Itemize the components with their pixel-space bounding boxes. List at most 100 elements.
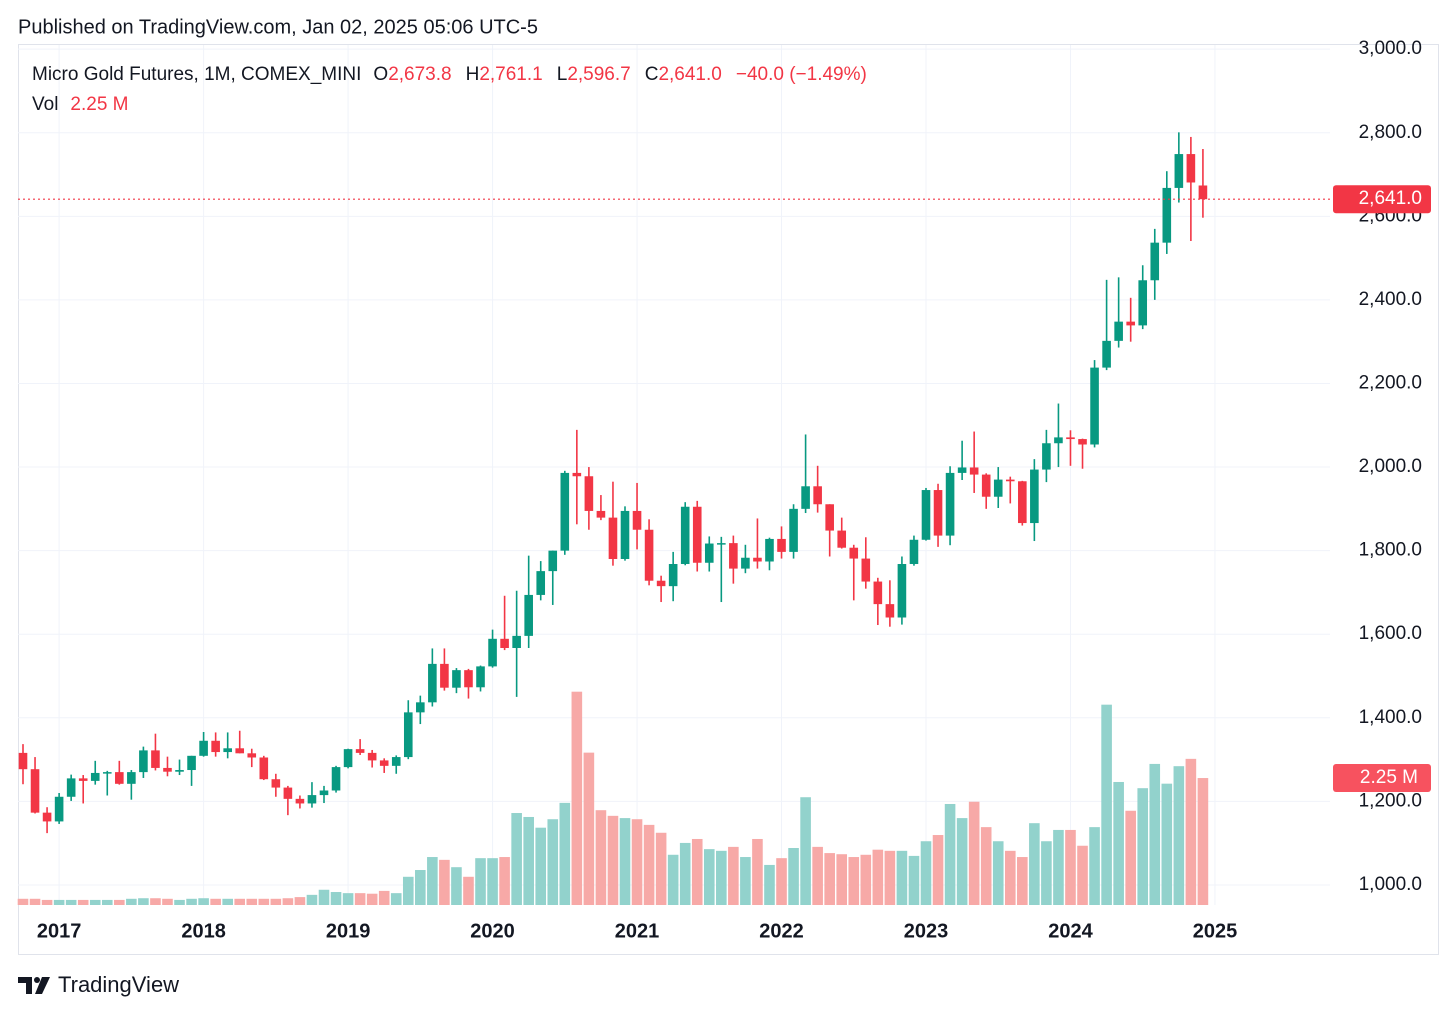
volume-bar (860, 854, 872, 905)
candle-body (873, 581, 883, 605)
candle-body (1018, 481, 1027, 524)
volume-bar (114, 899, 125, 905)
y-tick-label: 1,800.0 (1359, 540, 1422, 561)
legend-value: 2,596.7 (567, 64, 630, 85)
candle-body (717, 543, 726, 545)
candle-body (115, 772, 124, 784)
volume-bar (631, 819, 643, 905)
candle-body (777, 538, 786, 552)
candle-body (1078, 439, 1087, 445)
candle-body (729, 543, 738, 569)
y-tick-label: 2,800.0 (1359, 122, 1422, 143)
legend-value: 2,641.0 (658, 64, 721, 85)
candle-body (825, 504, 834, 531)
candle-body (765, 538, 774, 562)
legend: Micro Gold Futures, 1M, COMEX_MINI O2,673… (32, 64, 867, 85)
x-tick-label: 2025 (1193, 920, 1238, 942)
candle-body (127, 772, 136, 784)
candle-body (1174, 154, 1184, 188)
volume-bar (258, 898, 270, 905)
legend-value: 2,761.1 (479, 64, 542, 85)
candle-layer (18, 132, 1330, 834)
candle-body (753, 557, 762, 562)
volume-bar (800, 797, 811, 905)
volume-bar (210, 898, 221, 905)
candle-body (1138, 280, 1148, 326)
candle-body (741, 557, 750, 569)
volume-bar (872, 849, 884, 905)
candle-body (54, 796, 64, 822)
candle-body (632, 510, 642, 530)
candle-body (1114, 321, 1123, 341)
candle-body (416, 702, 425, 713)
volume-bar (812, 846, 823, 905)
candle-body (885, 604, 895, 618)
candle-body (1066, 437, 1075, 440)
candle-body (813, 486, 822, 505)
candle-body (18, 752, 28, 770)
volume-bar (463, 876, 474, 905)
volume-bar (667, 854, 679, 905)
x-tick-label: 2019 (326, 920, 371, 942)
candle-body (42, 812, 52, 822)
candle-body (90, 772, 100, 781)
volume-bar (246, 898, 258, 905)
footer-brand: TradingView (58, 972, 179, 997)
candle-body (1150, 242, 1160, 281)
candle-body (548, 550, 558, 572)
candle-body (692, 506, 702, 563)
y-tick-label: 1,600.0 (1359, 623, 1422, 644)
legend-key: O (373, 64, 388, 85)
legend-key: C (645, 64, 659, 85)
volume-bar (186, 898, 197, 905)
volume-bar (294, 897, 306, 905)
volume-bar (270, 898, 282, 905)
y-tick-label: 1,000.0 (1359, 874, 1422, 895)
volume-bar (740, 857, 751, 905)
volume-bar (1185, 758, 1197, 905)
candle-body (596, 510, 606, 518)
volume-bar (535, 827, 547, 905)
x-tick-label: 2017 (37, 920, 82, 942)
volume-bar (439, 859, 450, 905)
volume-bar (1161, 783, 1173, 905)
candle-body (704, 543, 714, 563)
volume-bar (716, 850, 727, 905)
volume-bar (162, 898, 173, 905)
candle-body (403, 712, 413, 758)
candle-body (343, 749, 353, 768)
candle-body (801, 486, 810, 509)
candle-body (367, 752, 377, 761)
candle-body (572, 472, 582, 477)
volume-bar (150, 898, 161, 905)
price-tag (1333, 185, 1431, 214)
candle-body (656, 580, 666, 587)
candle-body (211, 740, 220, 753)
volume-bar (1149, 763, 1161, 905)
volume-bar (475, 858, 486, 905)
volume-bar (53, 899, 65, 905)
candle-body (644, 529, 654, 581)
volume-bar (932, 835, 944, 905)
volume-bar (101, 899, 113, 905)
y-tick-label: 1,400.0 (1359, 707, 1422, 728)
volume-bar (138, 898, 149, 905)
volume-bar (306, 894, 318, 905)
candle-body (175, 770, 184, 772)
candle-body (897, 564, 907, 618)
candle-body (78, 778, 88, 781)
volume-bar (282, 898, 294, 905)
volume-bar (89, 899, 101, 905)
x-tick-label: 2023 (904, 920, 949, 942)
volume-bar (703, 849, 715, 905)
volume-tag-label: 2.25 M (1360, 767, 1418, 788)
volume-bar (1173, 766, 1185, 905)
candle-body (464, 670, 473, 688)
candle-body (283, 787, 293, 799)
volume-bar (764, 864, 775, 905)
legend-value: 2,673.8 (388, 64, 451, 85)
volume-bar (980, 827, 992, 905)
candle-body (921, 490, 931, 540)
volume-bar (788, 848, 799, 905)
volume-bar (174, 899, 185, 905)
